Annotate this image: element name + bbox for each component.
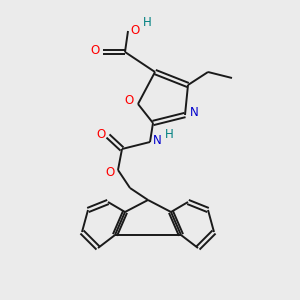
Text: O: O xyxy=(105,167,115,179)
Text: H: H xyxy=(165,128,173,142)
Text: O: O xyxy=(96,128,106,140)
Text: H: H xyxy=(142,16,152,29)
Text: O: O xyxy=(90,44,100,58)
Text: N: N xyxy=(190,106,198,118)
Text: N: N xyxy=(153,134,161,148)
Text: O: O xyxy=(130,23,140,37)
Text: O: O xyxy=(124,94,134,107)
